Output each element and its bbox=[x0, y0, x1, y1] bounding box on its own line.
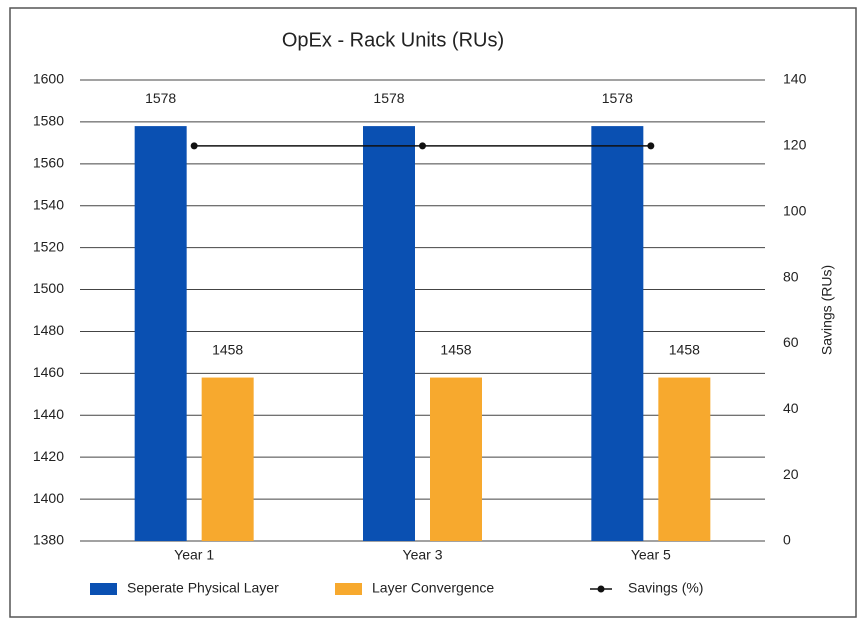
y-tick-label: 1560 bbox=[33, 155, 64, 171]
x-tick-label: Year 3 bbox=[403, 547, 443, 563]
y-tick-label: 1580 bbox=[33, 113, 64, 129]
y-tick-label: 1600 bbox=[33, 71, 64, 87]
y-tick-label: 1400 bbox=[33, 490, 64, 506]
y2-tick-label: 120 bbox=[783, 137, 807, 153]
data-label: 1458 bbox=[212, 341, 243, 357]
y-tick-label: 1440 bbox=[33, 406, 64, 422]
x-tick-label: Year 1 bbox=[174, 547, 214, 563]
y2-tick-label: 140 bbox=[783, 71, 807, 87]
bar bbox=[201, 377, 254, 541]
y2-tick-label: 80 bbox=[783, 268, 799, 284]
savings-marker bbox=[419, 142, 426, 150]
y-tick-label: 1540 bbox=[33, 196, 64, 212]
legend-label: Savings (%) bbox=[628, 580, 703, 596]
data-label: 1578 bbox=[373, 90, 404, 106]
y2-tick-label: 0 bbox=[783, 532, 791, 548]
y2-axis-label: Savings (RUs) bbox=[819, 265, 835, 355]
x-tick-label: Year 5 bbox=[631, 547, 671, 563]
data-label: 1458 bbox=[440, 341, 471, 357]
bar bbox=[430, 377, 482, 541]
savings-marker bbox=[190, 142, 198, 150]
savings-marker bbox=[647, 142, 655, 150]
y-tick-label: 1500 bbox=[33, 280, 64, 296]
y-tick-label: 1460 bbox=[33, 364, 64, 380]
data-label: 1458 bbox=[669, 341, 700, 357]
y-tick-label: 1480 bbox=[33, 322, 64, 338]
legend-marker bbox=[597, 585, 605, 593]
legend-label: Layer Convergence bbox=[372, 580, 494, 596]
chart-title: OpEx - Rack Units (RUs) bbox=[282, 29, 504, 51]
y2-tick-label: 40 bbox=[783, 400, 799, 416]
data-label: 1578 bbox=[602, 90, 633, 106]
legend-label: Seperate Physical Layer bbox=[127, 580, 279, 596]
bar bbox=[363, 126, 415, 541]
legend-swatch bbox=[335, 583, 362, 595]
y2-tick-label: 60 bbox=[783, 334, 799, 350]
bar bbox=[134, 126, 187, 541]
y2-tick-label: 20 bbox=[783, 466, 799, 482]
bar bbox=[658, 377, 711, 541]
y-tick-label: 1520 bbox=[33, 238, 64, 254]
bar bbox=[591, 126, 644, 541]
y-tick-label: 1380 bbox=[33, 532, 64, 548]
y2-tick-label: 100 bbox=[783, 202, 807, 218]
y-tick-label: 1420 bbox=[33, 448, 64, 464]
data-label: 1578 bbox=[145, 90, 176, 106]
legend-swatch bbox=[90, 583, 117, 595]
